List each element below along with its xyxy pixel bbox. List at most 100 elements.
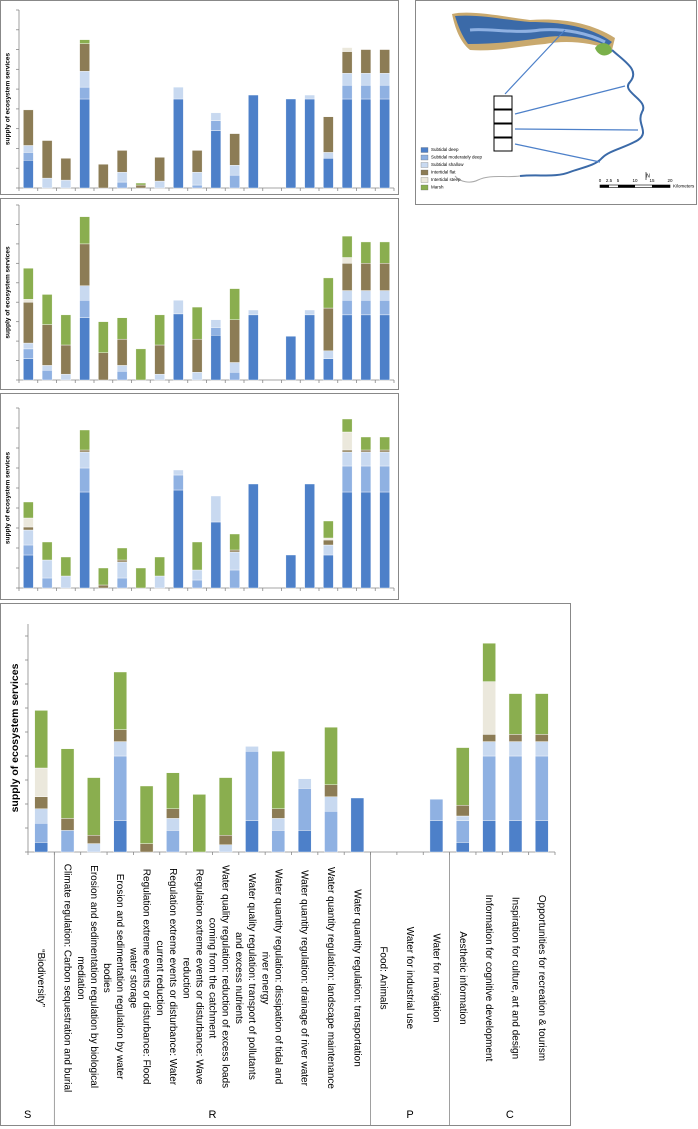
bar-segment [360,465,372,493]
x-tick-label: Regulation extreme events or disturbance… [154,868,178,1088]
x-tick-label: Climate regulation: Carbon sequestration… [62,864,73,1092]
bar-segment [34,823,48,843]
bar-segment [113,671,127,730]
bar-segment [166,772,180,809]
bar-segment [79,43,90,72]
bar-segment [154,314,165,346]
bar-segment [508,734,523,742]
bar-segment [210,521,222,589]
bar-segment [350,797,365,853]
bar-segment [191,579,203,589]
label-line: coming from the catchment [207,918,218,1039]
legend-label: Intertidal steep [431,177,461,182]
bar-segment [323,539,334,546]
bar-segment [79,429,90,451]
label-line: “Biodiversity” [36,949,47,1007]
scale-bar-segment [652,185,670,188]
x-tick-label: Inspiration for culture, art and design [510,897,521,1059]
y-axis-label: supply of ecosystem services [9,663,21,812]
bar-segment [248,94,259,189]
bar-segment [341,418,353,433]
bar-segment [154,373,165,381]
y-axis-label: supply of ecosystem services [5,246,12,339]
bar-segment [535,741,549,757]
bar-segment [23,554,34,589]
bar-segment [323,116,334,153]
bar-segment [79,451,90,469]
label-line: Aesthetic information [457,931,468,1024]
bar-segment [360,263,372,291]
bar-segment [191,171,203,186]
bar-segment [79,71,90,88]
bar-segment [23,529,34,546]
bar-segment [113,729,127,742]
bar-segment [323,554,334,589]
bar-segment [116,317,128,340]
bar-segment [166,830,180,853]
bar-segment [379,465,390,493]
scale-label: 0 [599,178,602,183]
bar-segment [379,84,390,100]
bar-segment [79,39,90,44]
legend-label: Subtidal shallow [431,162,464,167]
bar-segment [229,319,240,363]
scale-label: 15 [649,178,655,183]
bar-segment [341,263,353,291]
bar-segment [154,575,165,589]
bar-segment [323,307,334,352]
bar-segment [79,243,90,286]
x-tick-label: Water quality regulation: reduction of e… [207,865,231,1091]
x-tick-label: Water quantity regulation: dissipation o… [260,869,284,1087]
bar-segment [79,216,90,245]
bar-segment [245,820,259,853]
bar-segment [229,533,240,551]
x-tick-label: Water for navigation [431,933,442,1022]
bar-segment [135,182,147,186]
site-boxes [493,95,513,152]
bar-segment [23,348,34,359]
bar-segment [360,491,372,589]
bar-segment [323,537,334,541]
bar-segment [229,288,240,320]
bar-segment [87,835,101,844]
bar-segment [271,830,286,853]
bar-segment [191,150,203,173]
bar-segment [229,165,240,176]
legend-swatch [420,162,429,168]
scale-bar [599,184,671,188]
bar-segment [166,808,180,819]
label-line: Climate regulation: Carbon sequestration… [62,864,73,1092]
bar-segment [23,302,34,344]
legend-label: Subtidal moderately deep [431,155,483,160]
bar-segment [229,174,240,189]
bar-segment [60,556,72,577]
x-tick-label: Opportunities for recreation & tourism [536,895,547,1061]
label-line: Regulation extreme events or disturbance… [194,869,205,1088]
bar-segment [341,451,353,467]
bar-segment [456,815,470,821]
bar-segment [154,180,165,189]
bar-segment [379,449,390,453]
bar-segment [23,526,34,531]
bar-segment [429,799,444,822]
bar-segment [341,431,353,451]
bar-segment [360,451,372,467]
bar-segment [324,796,338,812]
bar-segment [210,130,222,189]
bar-segment [323,277,334,309]
label-line: Erosion and sedimentation regulation by … [115,874,126,1082]
bar-segment [79,285,90,301]
bar-segment [218,777,233,836]
bar-segment [60,158,72,181]
bar-segment [191,306,203,340]
bar-segment [341,84,353,100]
bar-segment [23,544,34,556]
bar-segment [23,358,34,381]
bar-segment [304,309,315,316]
bar-segment [508,755,523,822]
x-tick-label: Regulation extreme events or disturbance… [181,869,205,1088]
bar-segment [113,820,127,853]
legend-label: Marsh [431,185,444,190]
label-line: river energy [260,952,271,1005]
label-line: Water for industrial use [404,927,415,1030]
